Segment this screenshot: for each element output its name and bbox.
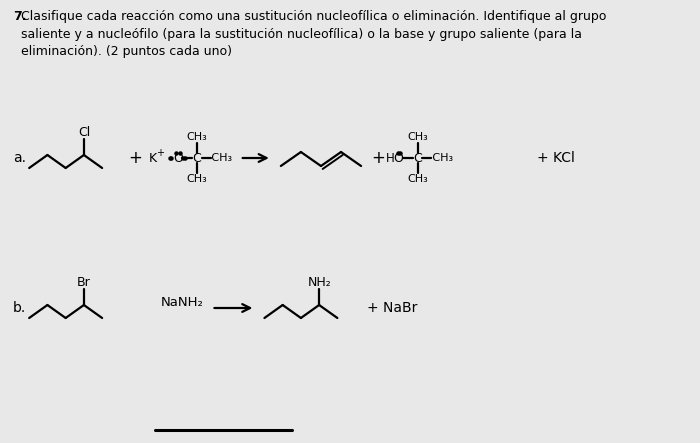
Text: −CH₃: −CH₃ [203, 153, 233, 163]
Text: −CH₃: −CH₃ [424, 153, 454, 163]
Text: b.: b. [13, 301, 26, 315]
Text: Cl: Cl [78, 127, 90, 140]
Text: +: + [157, 148, 164, 158]
Text: + KCl: + KCl [538, 151, 575, 165]
Text: +: + [128, 149, 142, 167]
Text: +: + [372, 149, 385, 167]
Text: H: H [386, 152, 395, 164]
Text: O: O [173, 152, 183, 164]
Text: Br: Br [77, 276, 91, 289]
Text: CH₃: CH₃ [187, 132, 207, 142]
Text: + NaBr: + NaBr [367, 301, 417, 315]
Text: CH₃: CH₃ [407, 174, 428, 184]
Text: O: O [393, 152, 403, 164]
Text: NH₂: NH₂ [307, 276, 331, 288]
Text: NaNH₂: NaNH₂ [161, 295, 204, 308]
Text: CH₃: CH₃ [407, 132, 428, 142]
Text: C: C [413, 152, 422, 164]
Text: 7.: 7. [13, 10, 27, 23]
Text: CH₃: CH₃ [187, 174, 207, 184]
Text: C: C [193, 152, 202, 164]
Text: Clasifique cada reacción como una sustitución nucleofílica o eliminación. Identi: Clasifique cada reacción como una sustit… [13, 10, 606, 58]
Text: K: K [149, 152, 158, 164]
Text: a.: a. [13, 151, 26, 165]
